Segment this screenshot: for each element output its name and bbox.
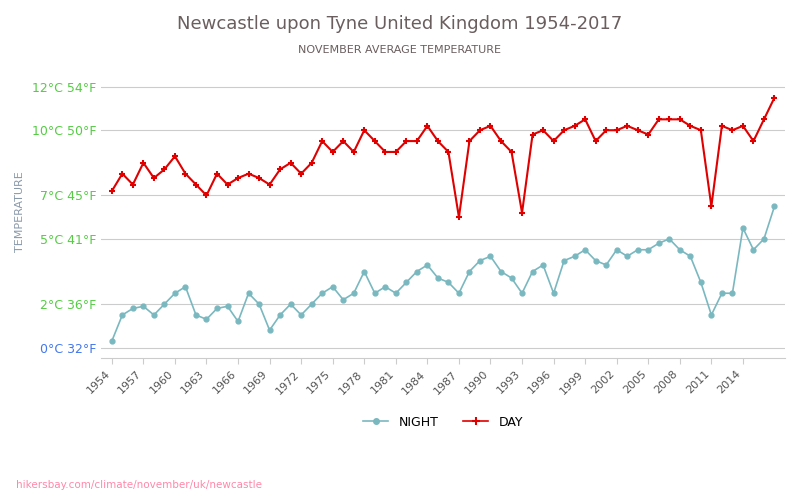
Y-axis label: TEMPERATURE: TEMPERATURE bbox=[15, 172, 25, 252]
Text: NOVEMBER AVERAGE TEMPERATURE: NOVEMBER AVERAGE TEMPERATURE bbox=[298, 45, 502, 55]
Text: Newcastle upon Tyne United Kingdom 1954-2017: Newcastle upon Tyne United Kingdom 1954-… bbox=[178, 15, 622, 33]
Text: hikersbay.com/climate/november/uk/newcastle: hikersbay.com/climate/november/uk/newcas… bbox=[16, 480, 262, 490]
Legend: NIGHT, DAY: NIGHT, DAY bbox=[358, 412, 528, 434]
